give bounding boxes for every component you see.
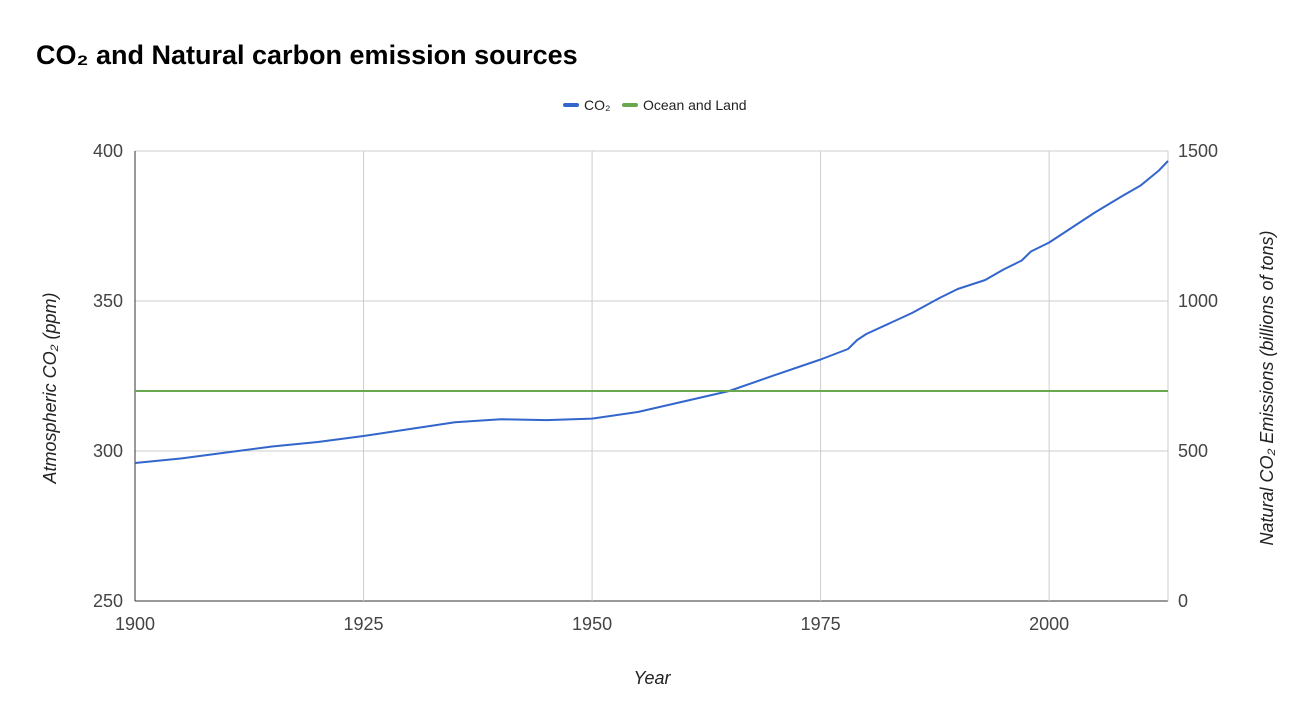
chart-title: CO₂ and Natural carbon emission sources: [36, 40, 578, 70]
y-axis-left-title: Atmospheric CO₂ (ppm): [40, 293, 60, 485]
series: [134, 160, 1169, 464]
legend: CO₂ Ocean and Land: [563, 97, 747, 113]
y-right-tick-label: 0: [1178, 591, 1188, 611]
y-right-tick-label: 500: [1178, 441, 1208, 461]
x-tick-label: 2000: [1029, 614, 1069, 634]
legend-label: Ocean and Land: [643, 97, 747, 113]
y-right-tick-label: 1500: [1178, 141, 1218, 161]
y-left-tick-label: 300: [93, 441, 123, 461]
grid: [134, 150, 1169, 602]
y-left-tick-label: 250: [93, 591, 123, 611]
y-left-tick-label: 400: [93, 141, 123, 161]
x-tick-label: 1975: [801, 614, 841, 634]
series-line-0: [134, 160, 1169, 464]
y-left-tick-label: 350: [93, 291, 123, 311]
ticks: 250 300 350 400 0 500 1000 1500 1900 1925 1950 1975…: [93, 141, 1218, 634]
y-axis-right-title: Natural CO₂ Emissions (billions of tons): [1257, 231, 1277, 546]
x-tick-label: 1950: [572, 614, 612, 634]
legend-label: CO₂: [584, 97, 610, 113]
x-tick-label: 1925: [344, 614, 384, 634]
y-right-tick-label: 1000: [1178, 291, 1218, 311]
x-axis-title: Year: [633, 668, 671, 688]
x-tick-label: 1900: [115, 614, 155, 634]
